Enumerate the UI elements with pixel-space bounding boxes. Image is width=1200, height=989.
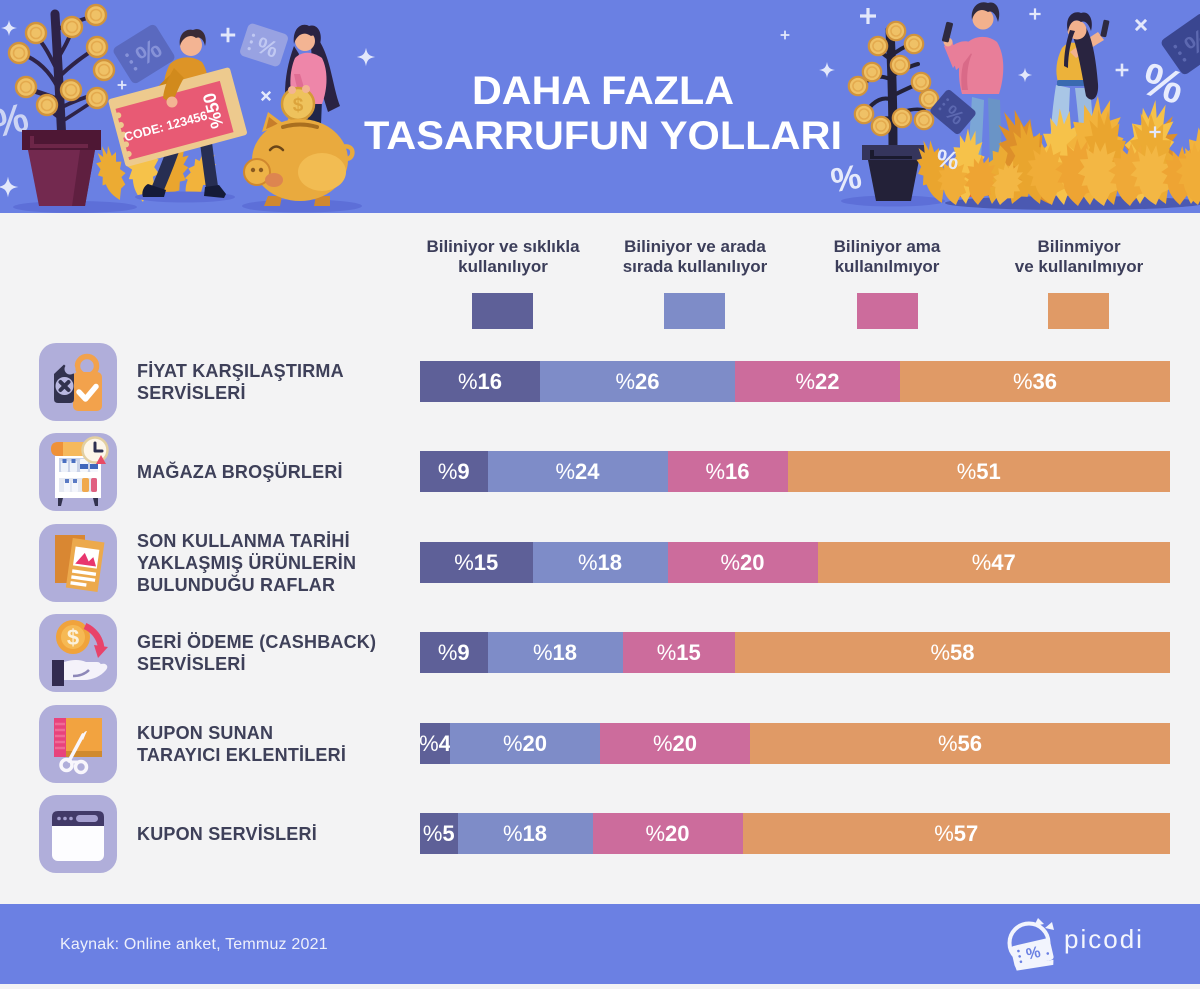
svg-text:$: $: [293, 95, 304, 116]
svg-text:%: %: [1025, 944, 1043, 964]
svg-text:$: $: [67, 625, 79, 650]
svg-text:%: %: [934, 144, 961, 175]
svg-text:picodi: picodi: [1064, 924, 1144, 954]
svg-text:TASARRUFUN YOLLARI: TASARRUFUN YOLLARI: [364, 114, 842, 158]
svg-text:DAHA FAZLA: DAHA FAZLA: [472, 69, 734, 113]
svg-text:%: %: [828, 158, 864, 201]
